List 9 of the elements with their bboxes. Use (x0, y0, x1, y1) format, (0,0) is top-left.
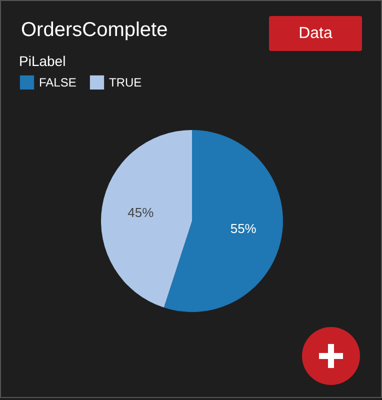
data-button[interactable]: Data (269, 16, 362, 51)
pie-slice (101, 130, 192, 308)
legend-title: PiLabel (19, 53, 66, 69)
data-label: 45% (128, 204, 154, 220)
legend-label: FALSE (39, 75, 76, 90)
chart-title: OrdersComplete (21, 19, 168, 42)
pie-slice (164, 130, 283, 312)
legend-label: TRUE (109, 75, 142, 90)
data-label: 55% (230, 221, 257, 236)
